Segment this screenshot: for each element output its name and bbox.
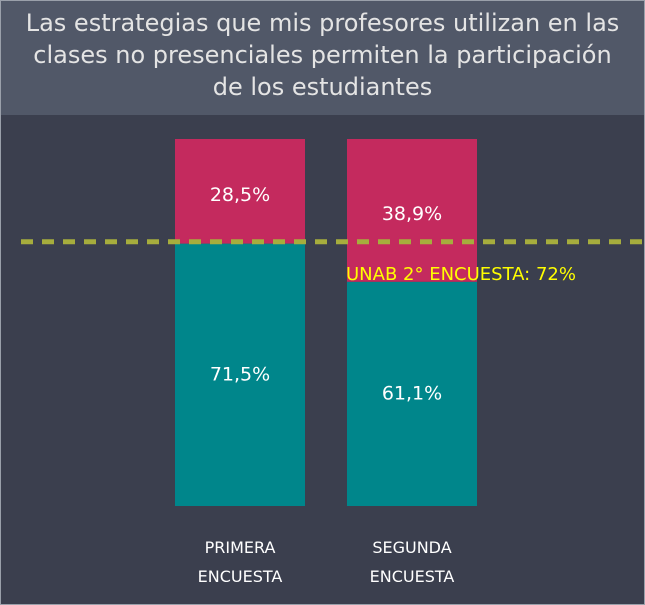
bar-segment (175, 139, 305, 244)
value-label: 38,9% (382, 203, 442, 225)
chart-title: Las estrategias que mis profesores utili… (1, 1, 644, 115)
x-tick-label: PRIMERA ENCUESTA (197, 538, 283, 586)
value-label: 71,5% (210, 363, 270, 385)
bar-segment (175, 243, 305, 506)
x-tick-label: SEGUNDA ENCUESTA (369, 538, 455, 586)
bar-segment (347, 281, 477, 506)
bar-segment (347, 139, 477, 282)
value-label: 61,1% (382, 382, 442, 404)
annotation: UNAB 2° ENCUESTA: 72% (346, 264, 576, 285)
value-label: 28,5% (210, 184, 270, 206)
